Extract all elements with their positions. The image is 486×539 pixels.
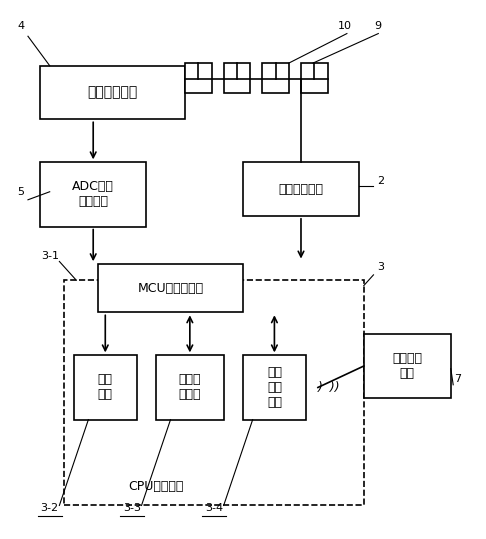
Text: CPU控制单元: CPU控制单元 (128, 480, 184, 493)
FancyBboxPatch shape (243, 162, 359, 216)
Text: 报警
模块: 报警 模块 (98, 374, 113, 402)
FancyBboxPatch shape (262, 63, 289, 93)
Text: 3-4: 3-4 (205, 503, 223, 514)
FancyBboxPatch shape (301, 63, 328, 93)
Text: 7: 7 (454, 375, 462, 384)
FancyBboxPatch shape (40, 66, 185, 119)
Text: 9: 9 (375, 20, 382, 31)
FancyBboxPatch shape (98, 264, 243, 313)
Text: 10: 10 (337, 20, 351, 31)
FancyBboxPatch shape (40, 162, 146, 226)
Text: 2: 2 (377, 176, 384, 186)
Text: 3-3: 3-3 (123, 503, 141, 514)
Text: 无线
通讯
模组: 无线 通讯 模组 (267, 366, 282, 409)
Text: 3: 3 (377, 262, 384, 272)
FancyBboxPatch shape (74, 355, 137, 420)
Text: MCU中央处理器: MCU中央处理器 (138, 282, 204, 295)
FancyBboxPatch shape (185, 63, 211, 93)
FancyBboxPatch shape (224, 63, 250, 93)
Text: 信号测量单元: 信号测量单元 (87, 86, 138, 100)
Text: 移动智能
终端: 移动智能 终端 (392, 352, 422, 380)
FancyBboxPatch shape (364, 334, 451, 398)
Text: 信号激励单元: 信号激励单元 (278, 183, 324, 196)
Text: ADC模数
转换单元: ADC模数 转换单元 (72, 181, 114, 209)
FancyBboxPatch shape (243, 355, 306, 420)
FancyBboxPatch shape (156, 355, 224, 420)
Text: 3-1: 3-1 (41, 251, 59, 261)
Text: 4: 4 (17, 20, 24, 31)
Text: 按键输
入模块: 按键输 入模块 (178, 374, 201, 402)
Text: )  )): ) )) (318, 381, 341, 394)
Text: 5: 5 (17, 186, 24, 197)
Text: 3-2: 3-2 (41, 503, 59, 514)
